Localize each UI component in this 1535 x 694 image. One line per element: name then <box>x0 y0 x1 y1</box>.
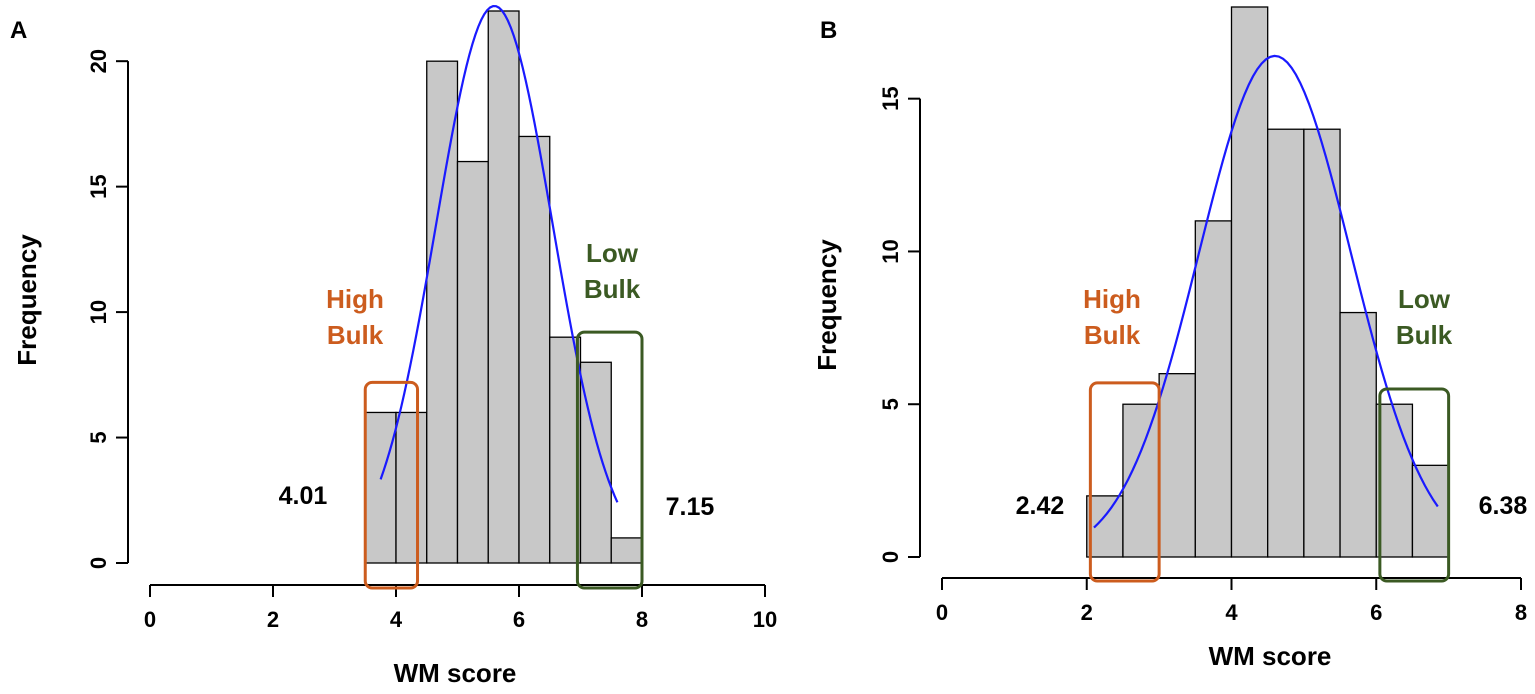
histogram-bar <box>1303 128 1341 558</box>
histogram-bar <box>1194 220 1233 558</box>
panel-letter: B <box>820 17 837 44</box>
x-axis-title: WM score <box>1209 641 1332 671</box>
low-bulk-box <box>1378 387 1451 583</box>
y-axis-title: Frequency <box>12 234 42 366</box>
x-tick-label: 6 <box>513 607 525 632</box>
normal-curve <box>1093 54 1439 529</box>
x-tick-label: 8 <box>636 607 648 632</box>
x-tick-label: 0 <box>936 600 948 625</box>
histogram-bar <box>1339 311 1377 558</box>
high-bulk-label-line: Bulk <box>1084 320 1141 350</box>
x-tick-label: 8 <box>1515 600 1527 625</box>
x-tick-label: 6 <box>1370 600 1382 625</box>
y-tick-label: 20 <box>86 49 111 73</box>
high-bulk-label: High Bulk <box>326 284 384 350</box>
x-tick-label: 4 <box>1225 600 1238 625</box>
low-bulk-label-line: Low <box>1398 284 1451 314</box>
histogram-bar <box>1086 495 1124 558</box>
histogram-bar <box>364 411 397 564</box>
y-axis-title: Frequency <box>812 239 842 371</box>
low-bulk-label: Low Bulk <box>584 238 641 304</box>
panel-a: A 0 2 4 6 8 10 WM score 0 5 10 15 20 Frequency High Bul… <box>10 5 777 688</box>
x-axis-title: WM score <box>394 658 517 688</box>
panel-b: B 0 2 4 6 8 WM score 0 5 10 15 Frequency High Bulk 2.4… <box>812 6 1528 671</box>
high-bulk-box <box>363 380 420 590</box>
histogram-bar <box>610 537 643 564</box>
histogram-bar <box>1411 464 1450 558</box>
histogram-bar <box>549 336 582 564</box>
y-tick-label: 10 <box>878 239 903 263</box>
low-bulk-box <box>575 330 644 590</box>
y-tick-label: 15 <box>878 86 903 110</box>
y-tick-label: 10 <box>86 300 111 324</box>
y-tick-label: 0 <box>86 557 111 569</box>
histogram-bar <box>518 135 551 564</box>
y-tick-label: 0 <box>878 551 903 563</box>
high-bulk-threshold: 2.42 <box>1016 492 1065 520</box>
histogram-bar <box>426 60 459 564</box>
high-bulk-label: High Bulk <box>1083 284 1141 350</box>
low-bulk-threshold: 7.15 <box>666 493 715 521</box>
high-bulk-label-line: High <box>326 284 384 314</box>
high-bulk-label-line: High <box>1083 284 1141 314</box>
histogram-bar <box>456 160 489 564</box>
low-bulk-label-line: Bulk <box>1396 320 1453 350</box>
low-bulk-label-line: Bulk <box>584 274 641 304</box>
x-tick-label: 2 <box>1081 600 1093 625</box>
high-bulk-label-line: Bulk <box>327 320 384 350</box>
x-tick-label: 10 <box>753 607 777 632</box>
low-bulk-threshold: 6.38 <box>1479 492 1528 520</box>
histogram-bar <box>1158 373 1196 558</box>
high-bulk-threshold: 4.01 <box>279 482 328 510</box>
low-bulk-label-line: Low <box>586 238 639 268</box>
histogram-bar <box>1230 6 1269 558</box>
histogram-bar <box>1267 128 1305 558</box>
y-tick-label: 5 <box>878 398 903 410</box>
high-bulk-box <box>1088 381 1161 583</box>
low-bulk-label: Low Bulk <box>1396 284 1453 350</box>
x-tick-label: 2 <box>267 607 279 632</box>
x-tick-label: 0 <box>144 607 156 632</box>
y-tick-label: 5 <box>86 431 111 443</box>
histogram-bar <box>1375 403 1414 558</box>
histogram-bar <box>487 10 520 564</box>
histogram-bar <box>395 411 428 564</box>
y-tick-label: 15 <box>86 174 111 198</box>
x-tick-label: 4 <box>390 607 403 632</box>
panel-letter: A <box>10 17 27 44</box>
